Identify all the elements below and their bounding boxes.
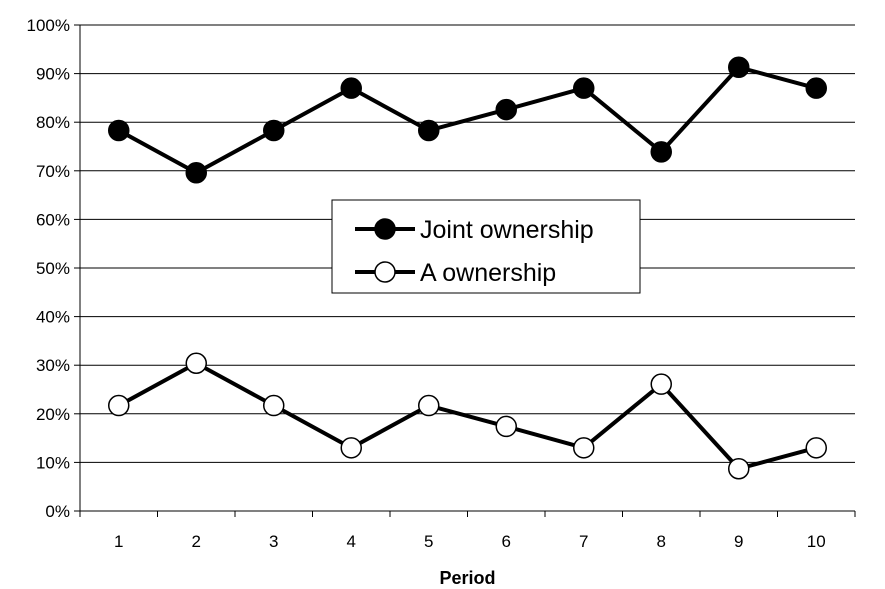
- x-tick-label: 4: [347, 532, 356, 551]
- x-tick-label: 9: [734, 532, 743, 551]
- data-point: [263, 394, 285, 417]
- y-tick-label: 100%: [27, 16, 70, 35]
- y-tick-label: 90%: [36, 65, 70, 84]
- data-point: [108, 119, 130, 142]
- y-tick-label: 10%: [36, 453, 70, 472]
- legend-marker: [374, 261, 396, 283]
- x-tick-label: 8: [657, 532, 666, 551]
- data-point: [340, 437, 362, 459]
- data-point: [340, 77, 362, 99]
- y-tick-label: 60%: [36, 210, 70, 229]
- legend-marker: [374, 218, 396, 240]
- data-point: [263, 119, 285, 142]
- x-tick-label: 7: [579, 532, 588, 551]
- data-point: [495, 415, 517, 438]
- series-joint-ownership: [108, 56, 827, 184]
- y-tick-label: 40%: [36, 308, 70, 327]
- y-tick-label: 20%: [36, 405, 70, 424]
- legend-label: A ownership: [420, 259, 556, 287]
- series-line: [117, 361, 817, 471]
- series-a-ownership: [108, 352, 827, 480]
- data-point: [185, 161, 207, 184]
- y-tick-label: 80%: [36, 113, 70, 132]
- y-tick-label: 30%: [36, 356, 70, 375]
- x-tick-label: 2: [192, 532, 201, 551]
- data-point: [573, 77, 595, 99]
- data-point: [418, 394, 440, 417]
- x-tick-label: 6: [502, 532, 511, 551]
- x-tick-label: 10: [807, 532, 826, 551]
- data-point: [728, 56, 750, 79]
- data-point: [650, 141, 672, 163]
- data-point: [728, 457, 750, 480]
- data-point: [805, 77, 827, 99]
- x-tick-labels: 1 2 3 4 5 6 7 8 9 10: [114, 532, 826, 551]
- data-point: [418, 119, 440, 142]
- legend: Joint ownership A ownership: [331, 199, 641, 294]
- data-point: [573, 437, 595, 459]
- series-layer: [108, 56, 827, 480]
- y-tick-label: 70%: [36, 162, 70, 181]
- legend-label: Joint ownership: [420, 216, 594, 244]
- axes: [74, 24, 856, 517]
- data-point: [108, 394, 130, 417]
- y-tick-labels: 0% 10% 20% 30% 40% 50% 60% 70% 80% 90% 100%: [27, 16, 70, 521]
- series-line: [117, 65, 817, 175]
- data-point: [495, 98, 517, 121]
- y-tick-label: 50%: [36, 259, 70, 278]
- x-tick-label: 1: [114, 532, 123, 551]
- x-tick-label: 3: [269, 532, 278, 551]
- x-axis-title: Period: [439, 568, 495, 588]
- data-point: [650, 373, 672, 395]
- data-point: [805, 437, 827, 459]
- y-tick-label: 0%: [45, 502, 70, 521]
- data-point: [185, 352, 207, 375]
- x-tick-label: 5: [424, 532, 433, 551]
